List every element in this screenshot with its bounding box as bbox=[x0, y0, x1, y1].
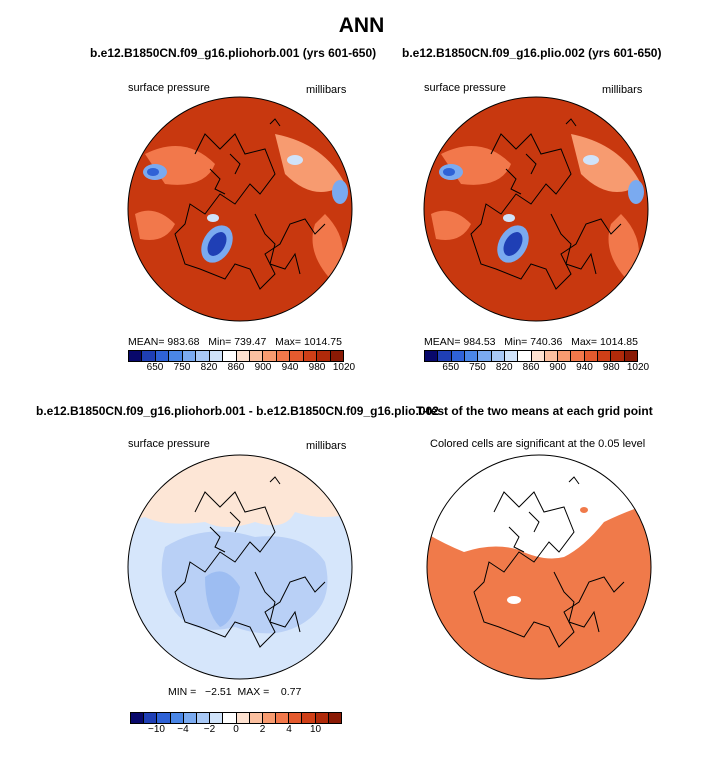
colorbar-swatch bbox=[276, 351, 291, 361]
panel-1-colorbar: 650 750 820 860 900 940 980 1020 bbox=[128, 350, 355, 374]
colorbar-swatch bbox=[210, 713, 224, 723]
colorbar-swatch bbox=[182, 351, 197, 361]
panel-4-subtitle: Colored cells are significant at the 0.0… bbox=[430, 438, 646, 450]
panel-1-units-label: millibars bbox=[306, 84, 347, 96]
colorbar-swatch bbox=[624, 351, 637, 361]
colorbar-swatch bbox=[315, 713, 329, 723]
panel-1-stats: MEAN= 983.68 Min= 739.47 Max= 1014.75 bbox=[128, 336, 342, 348]
panel-3-map bbox=[127, 454, 353, 680]
panel-4-map bbox=[426, 454, 652, 680]
colorbar-tick-label: 650 bbox=[146, 362, 164, 373]
panel-1-colorbar-ticks: 650 750 820 860 900 940 980 1020 bbox=[128, 362, 355, 374]
colorbar-swatch bbox=[317, 351, 331, 361]
colorbar-tick-label: 750 bbox=[173, 362, 191, 373]
colorbar-tick-label: 980 bbox=[308, 362, 326, 373]
colorbar-tick-label: 10 bbox=[309, 724, 322, 735]
colorbar-tick-label: 750 bbox=[469, 362, 486, 373]
colorbar-tick-label: −10 bbox=[148, 724, 165, 735]
panel-3-units-label: millibars bbox=[306, 440, 347, 452]
colorbar-swatch bbox=[183, 713, 197, 723]
colorbar-swatch bbox=[157, 713, 171, 723]
colorbar-tick-label: −4 bbox=[177, 724, 189, 735]
colorbar-swatch bbox=[544, 351, 559, 361]
colorbar-tick-label: 820 bbox=[495, 362, 513, 373]
panel-3-colorbar-swatches bbox=[130, 712, 342, 724]
panel-3-colorbar: −10 −4 −2 0 2 4 10 bbox=[130, 712, 342, 736]
colorbar-tick-label: 1020 bbox=[626, 362, 650, 373]
colorbar-swatch bbox=[478, 351, 492, 361]
panel-1-title: b.e12.B1850CN.f09_g16.pliohorb.001 (yrs … bbox=[90, 46, 377, 60]
colorbar-swatch bbox=[262, 713, 277, 723]
colorbar-swatch bbox=[196, 713, 211, 723]
colorbar-swatch bbox=[289, 713, 303, 723]
colorbar-tick-label: 0 bbox=[233, 724, 239, 735]
colorbar-swatch bbox=[302, 713, 316, 723]
panel-4-title: T-test of the two means at each grid poi… bbox=[416, 404, 653, 418]
colorbar-swatch bbox=[584, 351, 599, 361]
colorbar-tick-label: 980 bbox=[602, 362, 620, 373]
colorbar-swatch bbox=[303, 351, 318, 361]
colorbar-swatch bbox=[236, 351, 250, 361]
colorbar-swatch bbox=[169, 351, 183, 361]
panel-2-variable-label: surface pressure bbox=[424, 82, 506, 94]
colorbar-swatch bbox=[170, 713, 184, 723]
figure-title: ANN bbox=[338, 14, 385, 37]
panel-1-map bbox=[127, 96, 353, 322]
panel-2-colorbar: 650 750 820 860 900 940 980 1020 bbox=[424, 350, 649, 374]
colorbar-swatch bbox=[558, 351, 572, 361]
colorbar-tick-label: 1020 bbox=[332, 362, 356, 373]
panel-1-variable-label: surface pressure bbox=[128, 82, 210, 94]
colorbar-swatch bbox=[131, 713, 145, 723]
colorbar-tick-label: 4 bbox=[286, 724, 292, 735]
colorbar-swatch bbox=[263, 351, 277, 361]
colorbar-tick-label: 860 bbox=[227, 362, 245, 373]
colorbar-swatch bbox=[438, 351, 452, 361]
colorbar-swatch bbox=[276, 713, 290, 723]
colorbar-swatch bbox=[328, 713, 341, 723]
colorbar-swatch bbox=[223, 713, 237, 723]
colorbar-swatch bbox=[144, 713, 158, 723]
colorbar-swatch bbox=[571, 351, 585, 361]
panel-2-stats: MEAN= 984.53 Min= 740.36 Max= 1014.85 bbox=[424, 336, 638, 348]
colorbar-swatch bbox=[129, 351, 143, 361]
colorbar-swatch bbox=[155, 351, 170, 361]
colorbar-swatch bbox=[330, 351, 343, 361]
colorbar-tick-label: 940 bbox=[576, 362, 593, 373]
colorbar-swatch bbox=[464, 351, 479, 361]
colorbar-swatch bbox=[249, 713, 263, 723]
colorbar-swatch bbox=[504, 351, 519, 361]
colorbar-tick-label: 860 bbox=[522, 362, 540, 373]
colorbar-swatch bbox=[451, 351, 465, 361]
colorbar-swatch bbox=[142, 351, 156, 361]
colorbar-tick-label: 940 bbox=[281, 362, 299, 373]
colorbar-swatch bbox=[425, 351, 439, 361]
colorbar-swatch bbox=[611, 351, 625, 361]
panel-2-colorbar-swatches bbox=[424, 350, 638, 362]
panel-1-colorbar-swatches bbox=[128, 350, 344, 362]
panel-2-map bbox=[423, 96, 649, 322]
colorbar-swatch bbox=[598, 351, 612, 361]
colorbar-swatch bbox=[518, 351, 532, 361]
colorbar-tick-label: −2 bbox=[203, 724, 216, 735]
colorbar-swatch bbox=[223, 351, 237, 361]
panel-3-stats: MIN = −2.51 MAX = 0.77 bbox=[168, 686, 302, 698]
panel-3-colorbar-ticks: −10 −4 −2 0 2 4 10 bbox=[130, 724, 342, 736]
colorbar-swatch bbox=[196, 351, 210, 361]
panel-3-title: b.e12.B1850CN.f09_g16.pliohorb.001 - b.e… bbox=[36, 404, 439, 418]
colorbar-tick-label: 820 bbox=[200, 362, 218, 373]
panel-2-title: b.e12.B1850CN.f09_g16.plio.002 (yrs 601-… bbox=[402, 46, 662, 60]
colorbar-tick-label: 2 bbox=[259, 724, 266, 735]
panel-2-colorbar-ticks: 650 750 820 860 900 940 980 1020 bbox=[424, 362, 649, 374]
colorbar-swatch bbox=[290, 351, 304, 361]
colorbar-tick-label: 650 bbox=[442, 362, 460, 373]
colorbar-tick-label: 900 bbox=[549, 362, 567, 373]
colorbar-swatch bbox=[209, 351, 224, 361]
colorbar-swatch bbox=[491, 351, 505, 361]
colorbar-swatch bbox=[531, 351, 545, 361]
panel-2-units-label: millibars bbox=[602, 84, 643, 96]
colorbar-tick-label: 900 bbox=[254, 362, 272, 373]
colorbar-swatch bbox=[236, 713, 250, 723]
panel-3-variable-label: surface pressure bbox=[128, 438, 210, 450]
colorbar-swatch bbox=[249, 351, 264, 361]
